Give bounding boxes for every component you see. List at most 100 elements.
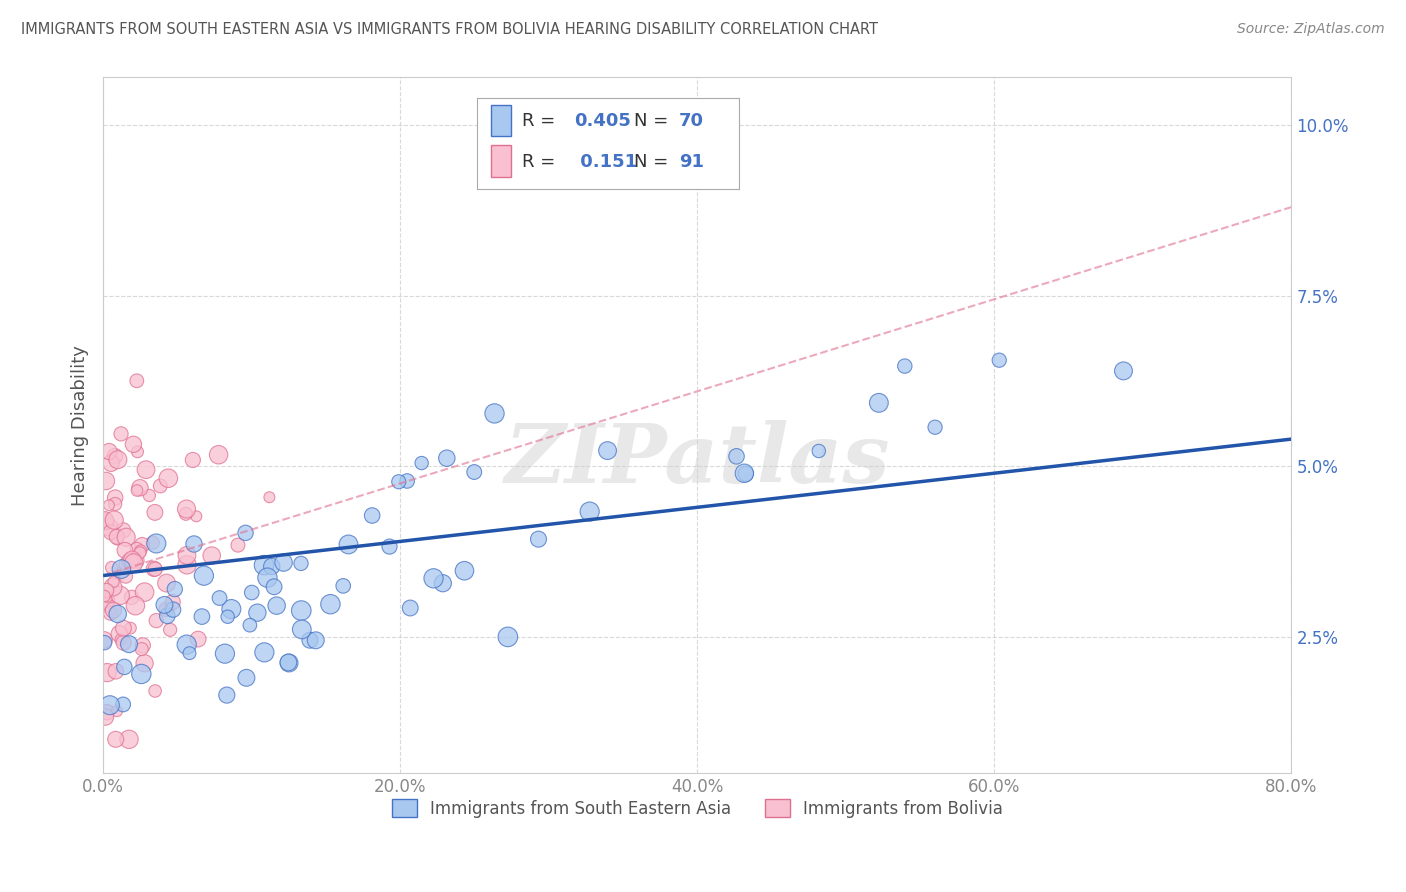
Point xyxy=(125,542,148,557)
Point xyxy=(112,524,135,538)
Point xyxy=(103,513,125,527)
Point xyxy=(290,603,312,617)
Point xyxy=(174,507,197,521)
Point xyxy=(96,705,118,719)
Point xyxy=(266,599,288,613)
Point xyxy=(186,509,208,524)
Point xyxy=(156,608,179,623)
Point xyxy=(142,535,165,549)
Text: IMMIGRANTS FROM SOUTH EASTERN ASIA VS IMMIGRANTS FROM BOLIVIA HEARING DISABILITY: IMMIGRANTS FROM SOUTH EASTERN ASIA VS IM… xyxy=(21,22,879,37)
Point xyxy=(120,621,142,635)
Point xyxy=(337,537,360,551)
Point xyxy=(193,568,215,582)
Point xyxy=(181,453,204,467)
Y-axis label: Hearing Disability: Hearing Disability xyxy=(72,345,89,506)
Point xyxy=(436,451,458,466)
Point xyxy=(176,558,198,572)
Point xyxy=(496,630,519,644)
Point xyxy=(143,505,166,519)
Point xyxy=(176,549,198,563)
Legend: Immigrants from South Eastern Asia, Immigrants from Bolivia: Immigrants from South Eastern Asia, Immi… xyxy=(385,793,1010,824)
Point xyxy=(162,595,184,609)
Point xyxy=(93,514,115,528)
Point xyxy=(153,598,176,612)
Point xyxy=(305,633,328,648)
Point xyxy=(894,359,917,373)
Point xyxy=(162,602,184,616)
Point xyxy=(100,606,122,620)
Point xyxy=(100,525,122,540)
Point xyxy=(176,638,198,652)
Point xyxy=(107,607,129,621)
Point xyxy=(263,580,285,594)
Point xyxy=(93,635,115,649)
Point xyxy=(332,579,354,593)
Point xyxy=(183,537,205,551)
Point xyxy=(98,498,121,512)
Point xyxy=(239,618,262,632)
Point xyxy=(253,645,276,659)
Point xyxy=(98,520,121,534)
Point xyxy=(226,538,249,552)
Point xyxy=(240,585,263,599)
Point xyxy=(145,614,167,628)
Point xyxy=(105,530,128,544)
Point xyxy=(157,471,180,485)
Point xyxy=(291,623,314,637)
Point xyxy=(411,456,433,470)
Point xyxy=(93,596,115,610)
Point xyxy=(127,444,149,458)
Point xyxy=(422,571,444,585)
Point xyxy=(110,588,132,602)
Point xyxy=(118,554,141,568)
Point xyxy=(110,426,132,441)
Point xyxy=(399,601,422,615)
Point xyxy=(149,479,172,493)
Point xyxy=(135,463,157,477)
Point xyxy=(122,437,145,451)
Point xyxy=(378,540,401,554)
Point xyxy=(129,544,152,558)
Point xyxy=(807,444,830,458)
Point xyxy=(142,562,165,576)
Point xyxy=(1112,364,1135,378)
Point xyxy=(112,698,135,712)
Point xyxy=(159,623,181,637)
Point xyxy=(98,444,121,458)
Point xyxy=(131,538,153,552)
Point xyxy=(104,449,127,463)
Point xyxy=(108,566,131,581)
Point xyxy=(217,609,239,624)
Point xyxy=(115,569,138,583)
Point xyxy=(290,557,312,571)
Point xyxy=(484,406,506,420)
Point xyxy=(97,594,120,608)
Point xyxy=(463,465,485,479)
Point xyxy=(105,533,128,547)
Point xyxy=(734,467,756,481)
Point xyxy=(278,656,301,670)
Point xyxy=(221,602,243,616)
Point xyxy=(93,632,115,647)
Point xyxy=(131,642,153,657)
Point xyxy=(125,554,148,568)
Point xyxy=(129,546,152,560)
Point xyxy=(215,688,238,702)
Point xyxy=(121,591,143,605)
Point xyxy=(157,602,180,616)
Point xyxy=(207,448,229,462)
Point xyxy=(94,474,117,488)
Point xyxy=(114,557,136,571)
Point xyxy=(125,483,148,498)
Point xyxy=(134,657,156,671)
Point xyxy=(124,599,146,613)
Point xyxy=(131,667,153,681)
Point xyxy=(125,374,148,388)
Point xyxy=(924,420,946,434)
Point xyxy=(96,590,118,604)
Point xyxy=(214,647,236,661)
Point xyxy=(94,514,117,528)
Point xyxy=(112,660,135,674)
Point xyxy=(143,562,166,576)
Point xyxy=(596,443,619,458)
